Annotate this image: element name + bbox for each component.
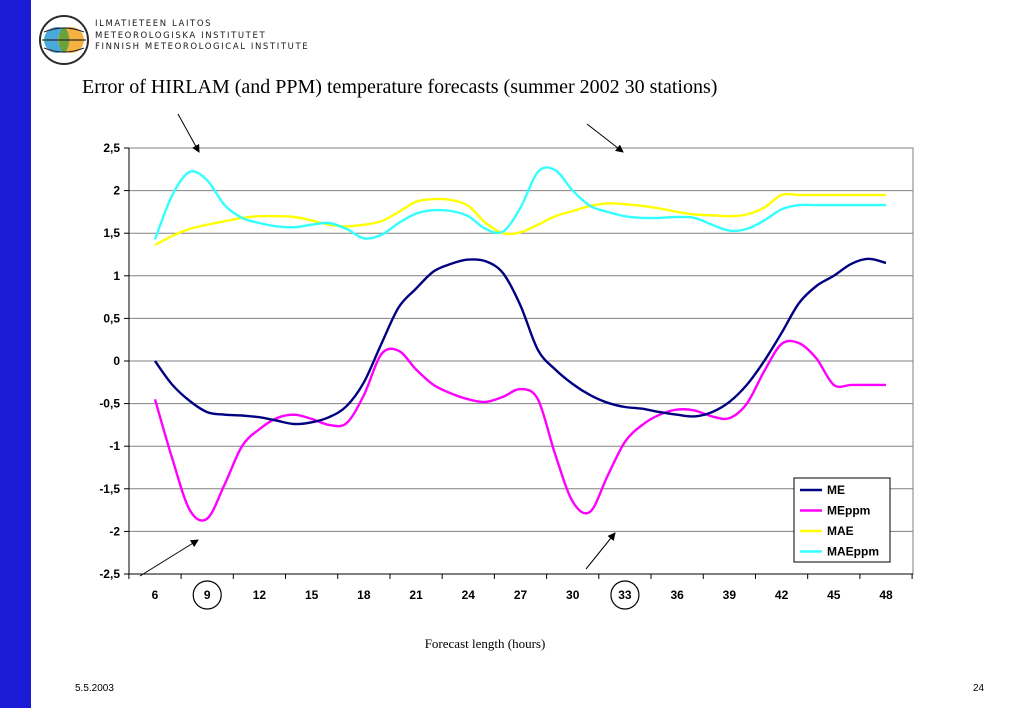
x-tick-label: 15 [305,588,319,602]
series-line-meppm [153,339,886,522]
x-axis-label: Forecast length (hours) [425,636,546,651]
series-line-mae [154,192,886,247]
y-tick-label: 2 [113,184,120,198]
fmi-logo-icon [39,15,89,65]
y-tick-label: -0,5 [99,397,120,411]
org-line-3: FINNISH METEOROLOGICAL INSTITUTE [95,42,310,52]
legend-label-maeppm: MAEppm [827,545,879,559]
annotations [139,113,640,610]
tick-highlight-circle [610,580,640,610]
x-tick-label: 42 [775,588,789,602]
legend-label-mae: MAE [827,524,854,538]
tick-highlight-circle [192,580,222,610]
y-tick-label: -2,5 [99,567,120,581]
x-tick-label: 6 [152,588,159,602]
x-tick-label: 36 [670,588,684,602]
legend: ME MEppm MAE MAEppm [793,477,891,563]
x-tick-label: 33 [618,588,632,602]
x-tick-label: 39 [723,588,737,602]
pointer-arrow [177,113,200,153]
y-tick-label: -1,5 [99,482,120,496]
footer-date: 5.5.2003 [75,683,114,694]
x-tick-label: 48 [879,588,893,602]
series-line-maeppm [153,166,886,240]
y-tick-label: 1,5 [103,226,120,240]
organization-name: ILMATIETEEN LAITOS METEOROLOGISKA INSTIT… [95,19,309,54]
x-tick-label: 45 [827,588,841,602]
y-tick-label: 1 [113,269,120,283]
pointer-arrow [585,532,616,570]
legend-label-me: ME [827,483,845,497]
pointer-arrow [139,539,199,577]
x-tick-label: 27 [514,588,528,602]
x-tick-label: 18 [357,588,371,602]
y-tick-label: -2 [109,524,120,538]
pointer-arrow [586,123,624,153]
axes: 2,5 2 1,5 1 0,5 0 -0,5 -1 -1,5 -2 -2,5 6 9 12 15 18 21 24… [99,141,913,602]
x-tick-label: 21 [409,588,423,602]
y-tick-label: 0 [113,354,120,368]
series-line-me [154,257,887,426]
legend-box [793,477,891,563]
org-line-1: ILMATIETEEN LAITOS [95,19,213,29]
x-tick-label: 30 [566,588,580,602]
page-number: 24 [973,683,985,694]
series-lines [153,166,887,522]
y-tick-label: 2,5 [103,141,120,155]
chart-title: Error of HIRLAM (and PPM) temperature fo… [82,76,718,98]
x-tick-label: 12 [253,588,267,602]
y-tick-label: -1 [109,439,120,453]
sidebar-band [0,0,31,708]
y-tick-label: 0,5 [103,311,120,325]
org-line-2: METEOROLOGISKA INSTITUTET [95,30,267,41]
legend-label-meppm: MEppm [827,504,870,518]
x-tick-label: 9 [204,588,211,602]
x-tick-label: 24 [462,588,476,602]
